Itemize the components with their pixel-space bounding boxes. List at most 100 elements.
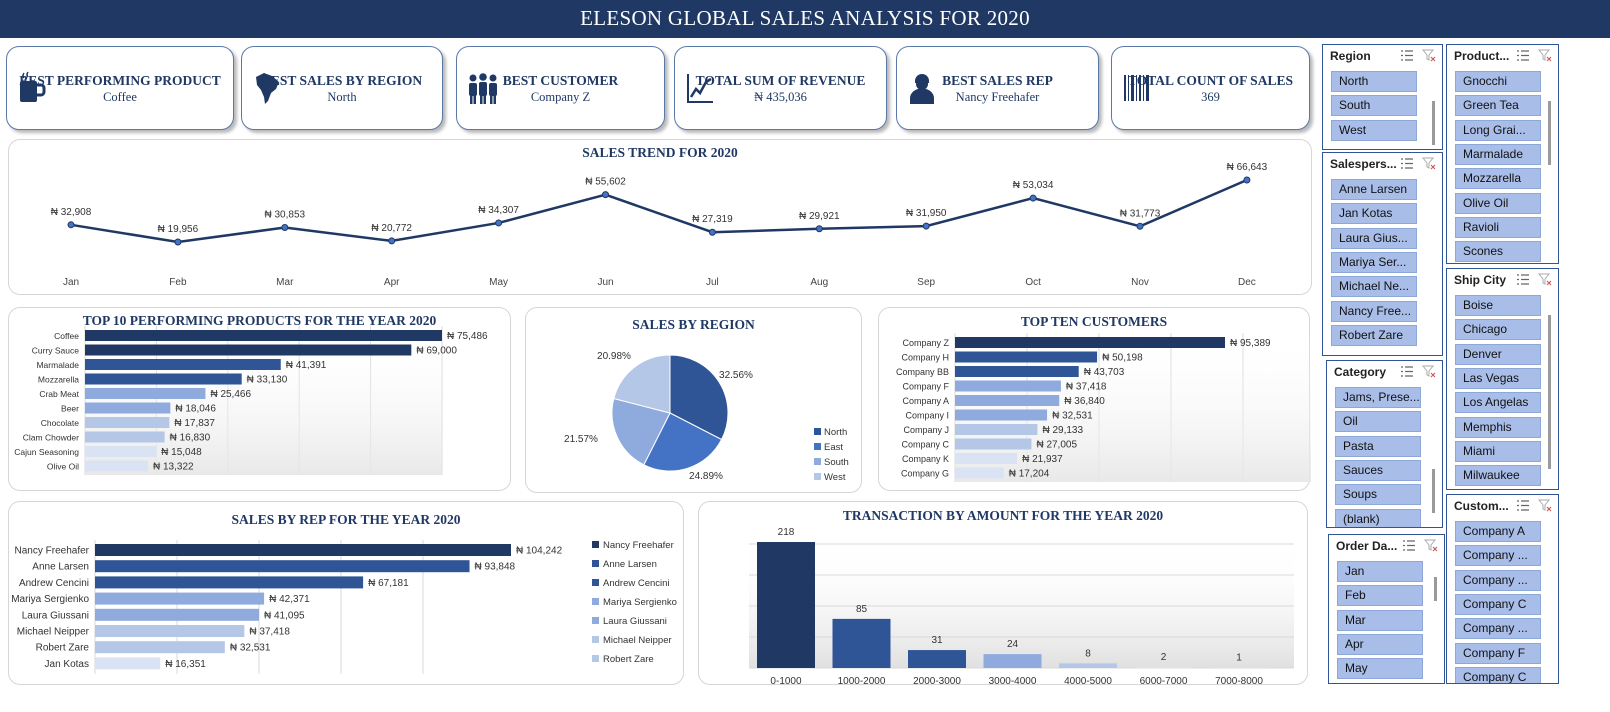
- trend-point[interactable]: [1029, 194, 1037, 202]
- rep-bar[interactable]: [95, 544, 511, 556]
- slicer-item[interactable]: Chicago: [1455, 319, 1541, 341]
- slicer-item[interactable]: Company ...: [1455, 545, 1541, 567]
- customer-slicer[interactable]: Custom... Company A Company ... Company ...…: [1446, 494, 1559, 684]
- product-bar[interactable]: [85, 373, 242, 385]
- multi-select-icon[interactable]: [1516, 273, 1530, 286]
- slicer-item[interactable]: Mozzarella: [1455, 168, 1541, 190]
- product-bar[interactable]: [85, 417, 170, 428]
- clear-filter-icon[interactable]: [1421, 49, 1436, 62]
- category-slicer[interactable]: Category Jams, Prese... Oil Pasta Sauces Soup…: [1326, 360, 1443, 528]
- multi-select-icon[interactable]: [1516, 499, 1530, 512]
- slicer-item[interactable]: Anne Larsen: [1331, 179, 1417, 200]
- slicer-item[interactable]: North: [1331, 71, 1417, 92]
- customer-bar[interactable]: [955, 438, 1032, 450]
- slicer-item[interactable]: Apr: [1337, 633, 1423, 655]
- slicer-item[interactable]: Company ...: [1455, 569, 1541, 591]
- transactions-panel[interactable]: TRANSACTION BY AMOUNT FOR THE YEAR 2020 …: [698, 501, 1308, 687]
- trend-point[interactable]: [388, 237, 396, 245]
- slicer-item[interactable]: Company C: [1455, 666, 1541, 683]
- clear-filter-icon[interactable]: [1537, 273, 1552, 286]
- clear-filter-icon[interactable]: [1537, 499, 1552, 512]
- slicer-item[interactable]: South: [1331, 95, 1417, 117]
- slicer-item[interactable]: Nancy Free...: [1331, 300, 1417, 322]
- slicer-item[interactable]: Ravioli: [1455, 216, 1541, 238]
- slicer-item[interactable]: Boise: [1455, 295, 1541, 316]
- multi-select-icon[interactable]: [1400, 157, 1414, 170]
- slicer-scrollbar[interactable]: [1434, 577, 1437, 601]
- slicer-item[interactable]: Company F: [1455, 642, 1541, 664]
- customer-bar[interactable]: [955, 409, 1048, 421]
- slicer-item[interactable]: May: [1337, 658, 1423, 680]
- slicer-item[interactable]: Gnocchi: [1455, 71, 1541, 92]
- slicer-item[interactable]: Company ...: [1455, 618, 1541, 640]
- transaction-bar[interactable]: [832, 618, 891, 668]
- pie-slice-north[interactable]: [669, 354, 729, 441]
- trend-point[interactable]: [174, 238, 182, 246]
- trend-point[interactable]: [922, 222, 930, 230]
- trend-point[interactable]: [708, 228, 716, 236]
- transaction-bar[interactable]: [983, 654, 1042, 668]
- trend-point[interactable]: [281, 224, 289, 232]
- slicer-item[interactable]: Jams, Prese...: [1335, 387, 1421, 408]
- multi-select-icon[interactable]: [1400, 49, 1414, 62]
- slicer-item[interactable]: West: [1331, 119, 1417, 141]
- product-slicer[interactable]: Product... Gnocchi Green Tea Long Grai... Ma…: [1446, 44, 1559, 264]
- pie-slice-east[interactable]: [643, 412, 723, 472]
- slicer-item[interactable]: Miami: [1455, 440, 1541, 462]
- rep-bar[interactable]: [95, 641, 225, 654]
- slicer-scrollbar[interactable]: [1432, 469, 1435, 513]
- customer-bar[interactable]: [955, 380, 1061, 392]
- clear-filter-icon[interactable]: [1423, 539, 1438, 552]
- sales-trend-panel[interactable]: SALES TREND FOR 2020 ₦ 32,908 Jan ₦ 19,956…: [8, 139, 1312, 295]
- slicer-item[interactable]: Pasta: [1335, 435, 1421, 457]
- slicer-item[interactable]: Milwaukee: [1455, 465, 1541, 487]
- multi-select-icon[interactable]: [1516, 49, 1530, 62]
- ship-city-slicer[interactable]: Ship City Boise Chicago Denver Las Vegas Los …: [1446, 268, 1559, 490]
- multi-select-icon[interactable]: [1400, 365, 1414, 378]
- sales-by-rep-panel[interactable]: SALES BY REP FOR THE YEAR 2020 Nancy Fre…: [8, 501, 684, 685]
- rep-bar[interactable]: [95, 625, 245, 637]
- product-bar[interactable]: [85, 460, 149, 472]
- slicer-item[interactable]: Michael Ne...: [1331, 276, 1417, 298]
- clear-filter-icon[interactable]: [1421, 157, 1436, 170]
- slicer-item[interactable]: Las Vegas: [1455, 367, 1541, 389]
- slicer-item[interactable]: Jan Kotas: [1331, 203, 1417, 225]
- region-slicer[interactable]: Region North South West: [1322, 44, 1443, 150]
- product-bar[interactable]: [85, 431, 165, 443]
- trend-point[interactable]: [1243, 176, 1251, 184]
- slicer-item[interactable]: Feb: [1337, 585, 1423, 607]
- slicer-item[interactable]: Mar: [1337, 609, 1423, 631]
- trend-point[interactable]: [1136, 222, 1144, 230]
- slicer-item[interactable]: Green Tea: [1455, 95, 1541, 117]
- customer-bar[interactable]: [955, 337, 1225, 348]
- trend-point[interactable]: [815, 225, 823, 233]
- customer-bar[interactable]: [955, 395, 1060, 406]
- product-bar[interactable]: [85, 344, 412, 356]
- slicer-item[interactable]: Company A: [1455, 521, 1541, 542]
- slicer-item[interactable]: Denver: [1455, 343, 1541, 365]
- customer-bar[interactable]: [955, 366, 1079, 377]
- clear-filter-icon[interactable]: [1421, 365, 1436, 378]
- slicer-item[interactable]: Sauces: [1335, 459, 1421, 481]
- slicer-scrollbar[interactable]: [1432, 101, 1435, 145]
- multi-select-icon[interactable]: [1402, 539, 1416, 552]
- customer-bar[interactable]: [955, 351, 1098, 363]
- slicer-item[interactable]: Olive Oil: [1455, 192, 1541, 214]
- product-bar[interactable]: [85, 446, 157, 457]
- customer-bar[interactable]: [955, 467, 1004, 479]
- trend-point[interactable]: [67, 221, 75, 229]
- slicer-item[interactable]: Soups: [1335, 484, 1421, 506]
- slicer-item[interactable]: Laura Gius...: [1331, 227, 1417, 249]
- transaction-bar[interactable]: [1134, 666, 1193, 668]
- slicer-item[interactable]: Long Grai...: [1455, 119, 1541, 141]
- slicer-item[interactable]: Mariya Ser...: [1331, 251, 1417, 273]
- slicer-scrollbar[interactable]: [1548, 101, 1551, 165]
- trend-point[interactable]: [495, 219, 503, 227]
- rep-bar[interactable]: [95, 592, 265, 605]
- transaction-bar[interactable]: [1210, 667, 1268, 668]
- product-bar[interactable]: [85, 359, 281, 370]
- top-products-panel[interactable]: TOP 10 PERFORMING PRODUCTS FOR THE YEAR …: [8, 307, 511, 491]
- slicer-item[interactable]: Robert Zare: [1331, 324, 1417, 346]
- slicer-item[interactable]: Company C: [1455, 593, 1541, 615]
- slicer-item[interactable]: Marmalade: [1455, 143, 1541, 165]
